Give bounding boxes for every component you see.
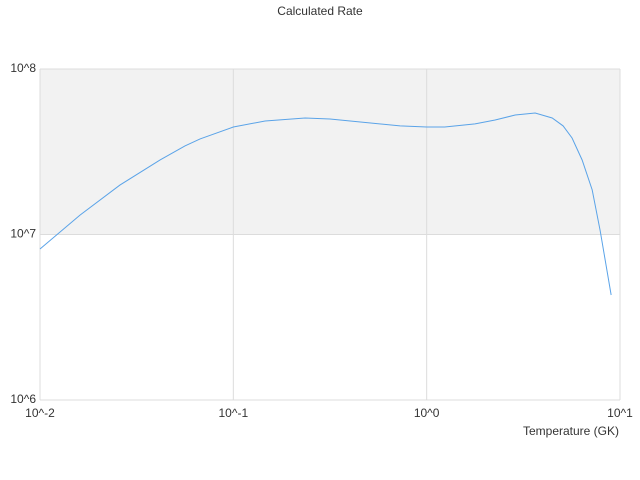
y-tick-label: 10^8 <box>10 61 36 75</box>
x-tick-label: 10^0 <box>414 406 440 420</box>
x-tick-label: 10^1 <box>607 406 633 420</box>
plot-band <box>40 69 620 235</box>
chart-title: Calculated Rate <box>277 4 363 18</box>
y-tick-label: 10^6 <box>10 392 36 406</box>
x-tick-label: 10^-2 <box>25 406 55 420</box>
y-tick-label: 10^7 <box>10 227 36 241</box>
data-line <box>39 112 612 296</box>
x-axis-label: Temperature (GK) <box>523 424 619 438</box>
x-tick-label: 10^-1 <box>219 406 249 420</box>
